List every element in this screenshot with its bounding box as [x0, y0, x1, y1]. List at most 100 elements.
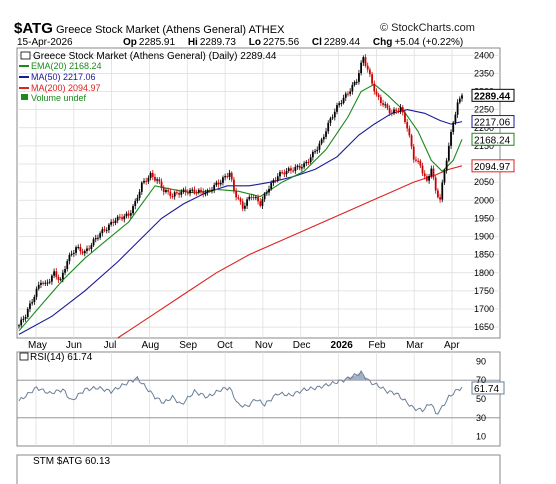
candle-body	[140, 182, 143, 192]
candle-body	[90, 245, 93, 249]
rsi-legend-swatch	[19, 352, 29, 361]
price-x-tick: May	[28, 340, 47, 351]
price-tag-box	[471, 88, 515, 102]
stockcharts-brand: © StockCharts.com	[380, 22, 475, 34]
candle-body	[184, 189, 187, 193]
candle-body	[64, 269, 66, 273]
candle-body	[364, 57, 367, 66]
candle-body	[59, 279, 62, 281]
candle-body	[72, 252, 75, 254]
quote-date: 15-Apr-2026	[17, 37, 73, 48]
candle-body	[270, 183, 273, 189]
candle-body	[333, 111, 336, 118]
candle-body	[42, 282, 45, 284]
candle-body	[94, 237, 97, 240]
candle-body	[160, 181, 163, 189]
candle-body	[162, 188, 165, 193]
candle-body	[272, 180, 275, 184]
candle-body	[24, 316, 27, 319]
candle-body	[204, 192, 207, 195]
candle-body	[408, 128, 411, 136]
rsi-value-label: 61.74	[474, 384, 499, 395]
rsi-value-tag	[471, 381, 505, 395]
candle-body	[377, 94, 380, 98]
price-x-tick: Mar	[406, 340, 424, 351]
candle-body	[233, 179, 235, 192]
candle-body	[50, 275, 53, 282]
candle-body	[382, 103, 384, 105]
candle-body	[116, 216, 119, 221]
candle-body	[118, 216, 121, 218]
change-label: Chg	[372, 37, 393, 48]
rsi-grid	[17, 352, 500, 446]
rsi-y-tick: 10	[476, 432, 486, 442]
candle-body	[195, 192, 198, 194]
index-name: Greece Stock Market (Athens General)	[55, 24, 247, 36]
price-tag-label: 2168.24	[474, 135, 511, 146]
candle-body	[110, 221, 113, 225]
candle-body	[215, 182, 218, 186]
candle-body	[417, 160, 420, 162]
close-value: 2289.44	[323, 37, 361, 48]
rsi-y-tick: 70	[476, 375, 486, 385]
candle-body	[228, 172, 231, 177]
candle-body	[33, 296, 36, 303]
ticker-symbol: $ATG	[14, 20, 53, 37]
candle-body	[70, 253, 73, 255]
candle-body	[401, 107, 404, 113]
candle-body	[26, 308, 29, 317]
candle-body	[349, 91, 352, 94]
candle-body	[123, 216, 126, 220]
candle-body	[388, 108, 391, 114]
change-value: +5.04 (+0.22%)	[394, 37, 464, 48]
candle-body	[436, 190, 439, 198]
candle-body	[211, 190, 213, 192]
candle-body	[235, 191, 238, 198]
candle-body	[371, 74, 373, 84]
price-tag-label: 2217.06	[474, 118, 511, 129]
candle-body	[287, 168, 290, 172]
price-y-tick: 2400	[474, 50, 494, 60]
price-tag-box	[471, 159, 515, 173]
candle-body	[458, 98, 461, 103]
candle-body	[202, 191, 205, 195]
exchange-name: ATHEX	[248, 24, 285, 36]
candle-body	[415, 159, 417, 161]
candle-body	[368, 69, 371, 75]
candle-body	[355, 81, 358, 83]
candle-body	[99, 233, 102, 238]
candle-body	[434, 177, 437, 191]
candle-body	[77, 247, 80, 249]
candle-body	[360, 62, 363, 74]
candle-body	[206, 190, 209, 193]
candle-body	[327, 122, 330, 132]
candle-body	[37, 284, 40, 289]
price-y-tick: 2250	[474, 105, 494, 115]
candle-body	[276, 176, 279, 181]
price-y-tick: 2000	[474, 195, 494, 205]
candle-body	[68, 254, 71, 262]
candle-body	[79, 247, 82, 252]
candle-body	[81, 251, 84, 254]
candle-body	[108, 224, 110, 231]
price-x-axis: May Jun Jul Aug Sep Oct Nov Dec 2026 Feb Mar Apr	[28, 340, 460, 351]
candle-body	[97, 237, 99, 239]
candle-body	[92, 239, 95, 246]
candle-body	[158, 179, 161, 182]
candle-body	[386, 104, 389, 109]
candle-body	[285, 171, 288, 175]
candle-body	[46, 282, 49, 284]
candle-body	[250, 196, 253, 198]
ma200-line	[117, 165, 463, 339]
candle-body	[379, 97, 382, 104]
price-y-tick: 1650	[474, 322, 494, 332]
candle-body	[384, 104, 387, 106]
candle-body	[325, 131, 327, 137]
close-label: Cl	[311, 37, 322, 48]
candle-body	[303, 163, 305, 168]
ohlc-readout: Op 2285.91 Hi 2289.73 Lo 2275.56 Cl 2289.44 …	[123, 37, 473, 48]
candle-body	[331, 117, 334, 119]
ema-legend-label: EMA(20) 2168.24	[31, 61, 102, 71]
ma50-legend-label: MA(50) 2217.06	[31, 72, 96, 82]
candle-body	[294, 166, 297, 171]
